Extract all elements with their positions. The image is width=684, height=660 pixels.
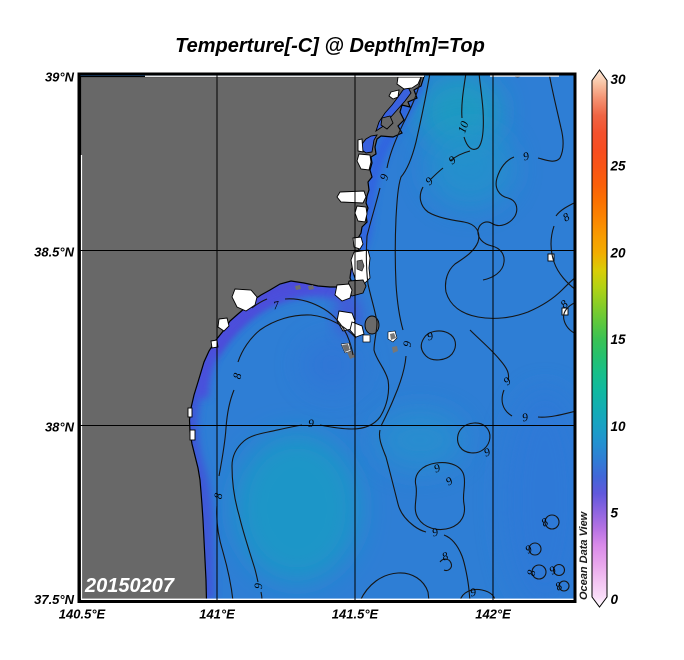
svg-text:9: 9 — [524, 543, 535, 556]
svg-text:38°N: 38°N — [45, 420, 75, 435]
svg-text:Temperture[-C] @ Depth[m]=Top: Temperture[-C] @ Depth[m]=Top — [175, 35, 485, 57]
svg-text:25: 25 — [610, 159, 627, 174]
svg-text:8: 8 — [554, 580, 565, 593]
svg-text:9: 9 — [308, 418, 314, 430]
svg-text:Ocean Data View: Ocean Data View — [578, 510, 590, 600]
svg-text:141.5°E: 141.5°E — [332, 607, 379, 622]
svg-text:20150207: 20150207 — [84, 575, 175, 597]
svg-text:9: 9 — [447, 154, 459, 167]
svg-text:141°E: 141°E — [199, 607, 235, 622]
svg-text:0: 0 — [611, 592, 619, 607]
svg-text:9: 9 — [433, 462, 443, 475]
svg-text:39°N: 39°N — [45, 70, 75, 85]
svg-text:140.5°E: 140.5°E — [59, 607, 106, 622]
svg-text:7: 7 — [272, 299, 281, 312]
svg-text:30: 30 — [611, 72, 627, 87]
svg-text:8: 8 — [213, 492, 226, 500]
svg-text:5: 5 — [611, 506, 619, 521]
svg-text:9: 9 — [469, 587, 477, 600]
svg-text:8: 8 — [441, 550, 451, 563]
svg-text:9: 9 — [402, 340, 415, 348]
svg-text:8: 8 — [540, 516, 551, 529]
svg-text:9: 9 — [521, 412, 529, 425]
svg-text:9: 9 — [431, 526, 440, 539]
svg-text:20: 20 — [610, 246, 627, 261]
svg-text:9: 9 — [426, 330, 435, 343]
svg-text:8: 8 — [526, 569, 539, 577]
svg-text:38.5°N: 38.5°N — [34, 245, 75, 260]
svg-text:8: 8 — [561, 211, 572, 224]
svg-text:9: 9 — [548, 564, 559, 577]
svg-text:9: 9 — [483, 446, 493, 459]
svg-text:9: 9 — [444, 475, 455, 488]
svg-text:10: 10 — [611, 419, 627, 434]
svg-text:142°E: 142°E — [475, 607, 511, 622]
svg-text:15: 15 — [611, 332, 627, 347]
svg-text:37.5°N: 37.5°N — [34, 592, 75, 607]
svg-text:8: 8 — [232, 372, 245, 380]
svg-text:9: 9 — [522, 150, 531, 163]
svg-text:9: 9 — [378, 172, 391, 181]
svg-text:10: 10 — [456, 120, 471, 135]
svg-text:9: 9 — [253, 582, 265, 589]
